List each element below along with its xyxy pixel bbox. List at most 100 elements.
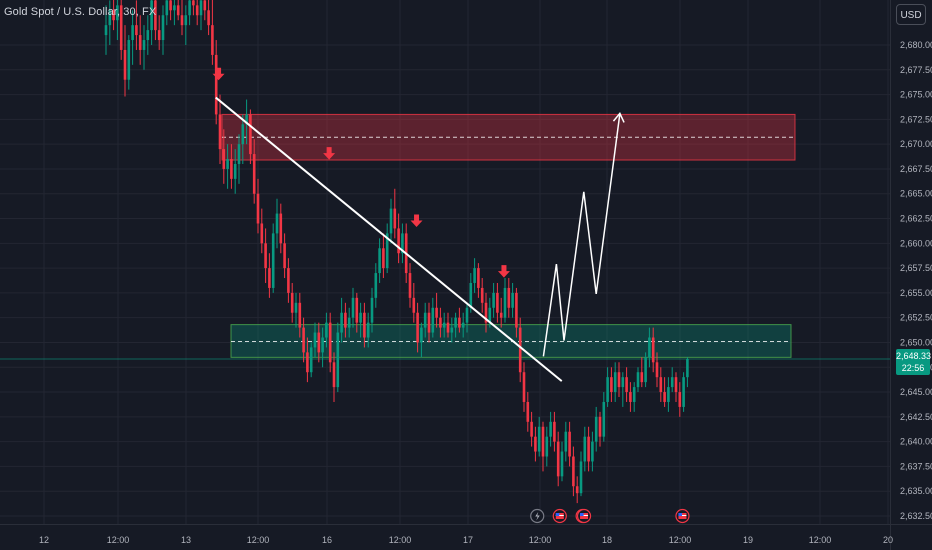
candle <box>119 0 123 60</box>
candle-body <box>446 322 450 333</box>
time-axis[interactable]: 12 12:00 13 12:00 16 12:00 17 12:00 18 12:00 19 12:… <box>0 524 932 546</box>
candle <box>644 352 647 388</box>
candle-body <box>568 431 571 457</box>
candle-body <box>199 0 203 16</box>
candle-body <box>469 282 473 308</box>
candle-body <box>359 312 362 323</box>
candle <box>157 15 161 50</box>
candle-body <box>332 362 336 388</box>
lightning-event-icon[interactable] <box>530 508 545 524</box>
candle-body <box>461 322 465 328</box>
candle-body <box>363 312 366 338</box>
candle <box>442 312 446 338</box>
candle-body <box>374 273 378 298</box>
candle <box>648 327 651 368</box>
candle-body <box>621 377 625 388</box>
candle-body <box>192 0 195 6</box>
candle <box>366 312 370 348</box>
candle-body <box>389 208 393 234</box>
candle <box>260 208 264 254</box>
candle <box>625 367 628 402</box>
y-tick-label: 2,667.50 <box>900 164 932 174</box>
candle-body <box>313 332 317 348</box>
candle-body <box>393 208 397 229</box>
candle <box>290 282 294 323</box>
x-tick-label: 19 <box>743 535 753 545</box>
us-flag-event-icon[interactable] <box>552 508 567 524</box>
candle-body <box>670 377 674 388</box>
candle-body <box>632 387 636 402</box>
candle <box>617 362 621 398</box>
currency-button[interactable]: USD <box>896 4 926 25</box>
candle <box>431 297 435 338</box>
candle <box>594 406 598 452</box>
candle <box>401 223 404 264</box>
candle <box>218 94 222 164</box>
candle-body <box>549 421 552 437</box>
candle-body <box>427 312 431 333</box>
candle-body <box>370 297 374 323</box>
candle-body <box>119 5 123 50</box>
candle <box>454 312 457 338</box>
candle <box>237 134 241 184</box>
candle <box>363 302 366 348</box>
candle <box>328 312 332 373</box>
us-flag-event-icon[interactable] <box>576 508 592 524</box>
candle-body <box>587 436 590 462</box>
candle <box>484 292 488 333</box>
projection-path <box>542 113 621 357</box>
candle-body <box>268 268 271 288</box>
candle <box>530 411 533 447</box>
candle-body <box>241 124 245 145</box>
candle-body <box>473 268 476 283</box>
price-axis[interactable]: 2,632.50 2,635.00 2,637.50 2,640.00 2,642.50… <box>890 0 932 550</box>
candle-body <box>435 307 438 318</box>
us-flag-event-icon[interactable] <box>675 508 690 524</box>
candle <box>602 392 606 442</box>
candle <box>317 322 321 363</box>
down-arrow-icon <box>212 67 225 81</box>
down-arrow-icon <box>497 265 510 278</box>
candle-body <box>583 436 587 462</box>
annotations <box>212 67 625 382</box>
candle <box>211 0 214 65</box>
x-tick-label: 12:00 <box>809 535 832 545</box>
y-tick-label: 2,670.00 <box>900 139 932 149</box>
candle <box>674 372 678 402</box>
candle <box>306 337 309 383</box>
candle <box>427 302 431 343</box>
y-tick-label: 2,657.50 <box>900 263 932 273</box>
candle <box>515 287 518 338</box>
symbol-title: Gold Spot / U.S. Dollar, 30, FX <box>4 6 157 18</box>
candle <box>165 0 169 26</box>
candle <box>549 411 552 447</box>
candle <box>332 352 336 402</box>
candle-body <box>477 268 480 288</box>
candle-body <box>378 248 381 274</box>
candle-body <box>123 49 127 80</box>
candle <box>587 426 590 472</box>
event-markers[interactable] <box>530 508 690 524</box>
candle <box>344 302 347 338</box>
candle-body <box>556 441 560 477</box>
candle <box>233 149 237 194</box>
candle-body <box>154 0 157 31</box>
candle-body <box>534 436 537 452</box>
flag-canton <box>555 513 560 516</box>
candle <box>138 15 142 65</box>
candle-body <box>420 327 423 343</box>
candle <box>279 203 283 254</box>
candle <box>135 0 138 50</box>
candle <box>192 0 195 16</box>
flag-canton <box>678 513 682 516</box>
candle <box>309 342 313 378</box>
candle <box>104 5 108 55</box>
candle-body <box>526 401 530 422</box>
candle-body <box>275 213 279 234</box>
candle-body <box>116 5 119 21</box>
candle-body <box>355 297 359 323</box>
candle-body <box>530 421 533 437</box>
candle <box>199 0 203 31</box>
candle <box>556 431 560 487</box>
